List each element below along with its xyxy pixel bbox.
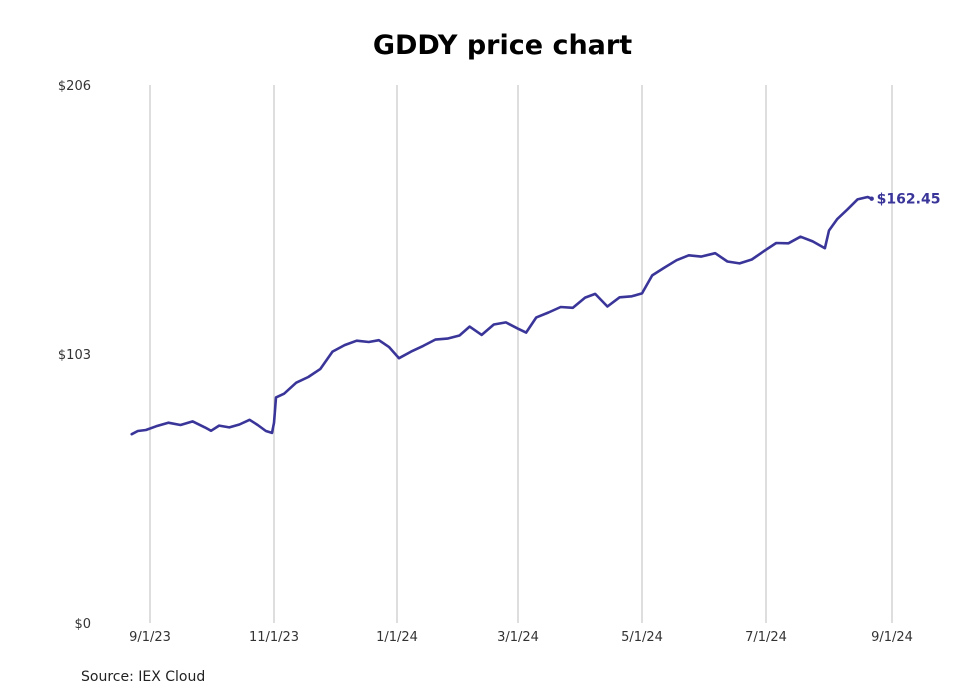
chart-title: GDDY price chart	[372, 30, 633, 61]
source-note: Source: IEX Cloud	[81, 669, 206, 685]
annotation-layer: $162.45	[877, 192, 941, 208]
y-axis-ticks: $0 $103 $206	[58, 79, 91, 632]
x-tick-label: 1/1/24	[376, 630, 418, 645]
x-tick-label: 9/1/23	[129, 630, 171, 645]
x-axis-ticks: 9/1/23 11/1/23 1/1/24 3/1/24 5/1/24 7/1/24 9/1…	[129, 630, 913, 645]
series-layer	[130, 195, 874, 436]
x-tick-label: 11/1/23	[249, 630, 299, 645]
price-line	[130, 195, 874, 436]
y-tick-label: $206	[58, 79, 91, 94]
x-tick-label: 5/1/24	[621, 630, 663, 645]
y-tick-label: $103	[58, 348, 91, 363]
last-point-marker	[869, 196, 874, 201]
x-tick-label: 9/1/24	[871, 630, 913, 645]
y-tick-label: $0	[74, 617, 91, 632]
gridlines	[149, 85, 893, 623]
last-value-label: $162.45	[877, 192, 941, 208]
x-tick-label: 3/1/24	[497, 630, 539, 645]
x-tick-label: 7/1/24	[745, 630, 787, 645]
